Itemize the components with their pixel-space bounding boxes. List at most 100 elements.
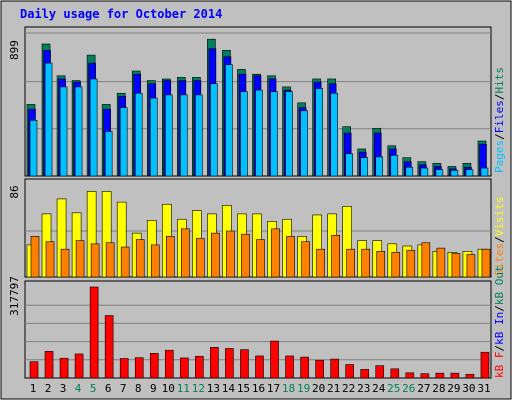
sites-bar-30 <box>466 254 476 278</box>
sites-bar-1 <box>30 236 40 278</box>
x-tick-label-3: 3 <box>60 382 67 395</box>
sites-bar-18 <box>286 236 295 278</box>
pages-bar-17 <box>270 91 278 177</box>
kbf-bar-5 <box>89 286 99 379</box>
pages-bar-12 <box>195 94 203 177</box>
legend-files: Files <box>493 100 506 133</box>
x-tick-label-31: 31 <box>477 382 490 395</box>
x-tick-label-5: 5 <box>90 382 97 395</box>
legend-sep-4: / <box>493 345 506 352</box>
kbf-bar-24 <box>375 365 385 379</box>
kbf-bar-25 <box>390 368 400 379</box>
pages-bar-26 <box>405 166 414 177</box>
sites-bar-4 <box>75 240 85 278</box>
kbf-bar-19 <box>300 356 309 379</box>
legend-pages-files-hits: Pages/Files/Hits <box>493 67 506 173</box>
kbf-bar-14 <box>225 348 234 379</box>
kbf-bar-22 <box>345 364 354 379</box>
sites-bar-7 <box>120 246 130 278</box>
pages-bar-19 <box>300 110 308 177</box>
kbf-bar-15 <box>240 349 249 379</box>
x-tick-label-1: 1 <box>30 382 37 395</box>
pages-bar-7 <box>119 107 128 177</box>
sites-bar-29 <box>451 253 461 278</box>
pages-bar-14 <box>225 64 233 177</box>
sites-bar-21 <box>331 234 340 278</box>
pages-bar-30 <box>465 169 474 177</box>
pages-bar-24 <box>375 156 384 177</box>
x-tick-label-6: 6 <box>105 382 112 395</box>
kbf-bar-2 <box>44 351 54 379</box>
sites-bar-27 <box>421 242 431 278</box>
legend-sep-2: / <box>493 94 506 101</box>
pages-bar-10 <box>164 94 173 177</box>
x-tick-label-20: 20 <box>312 382 325 395</box>
pages-bar-23 <box>360 157 369 177</box>
sites-bar-14 <box>226 230 235 278</box>
pages-bar-18 <box>285 91 293 177</box>
sites-bar-6 <box>105 242 115 278</box>
x-tick-label-13: 13 <box>207 382 220 395</box>
kbf-bar-7 <box>119 358 129 379</box>
kbf-bar-30 <box>465 373 475 379</box>
legend-sites-visits: Sites/Visits <box>493 197 506 277</box>
sites-bar-31 <box>481 248 491 278</box>
kbf-bar-26 <box>405 372 415 379</box>
legend-sep-1: / <box>493 133 506 140</box>
legend-sites: Sites <box>493 243 506 276</box>
x-tick-label-25: 25 <box>387 382 400 395</box>
x-tick-label-8: 8 <box>135 382 142 395</box>
kbf-bar-12 <box>195 355 204 379</box>
pages-bar-6 <box>104 131 113 177</box>
kbf-bar-27 <box>420 373 430 379</box>
pages-bar-9 <box>149 97 158 177</box>
pages-bar-20 <box>315 88 323 177</box>
pages-bar-29 <box>450 170 459 177</box>
sites-bar-15 <box>241 233 250 278</box>
x-tick-label-12: 12 <box>192 382 205 395</box>
pages-bar-11 <box>180 94 188 177</box>
x-tick-label-30: 30 <box>462 382 475 395</box>
x-tick-label-14: 14 <box>222 382 236 395</box>
sites-bar-25 <box>391 252 401 278</box>
kbf-bar-9 <box>149 353 159 379</box>
pages-bar-25 <box>390 155 399 177</box>
pages-bar-8 <box>134 92 143 177</box>
x-tick-label-24: 24 <box>372 382 386 395</box>
x-tick-label-21: 21 <box>327 382 340 395</box>
chart-title: Daily usage for October 2014 <box>20 7 222 21</box>
pages-bar-5 <box>89 78 98 177</box>
x-tick-label-26: 26 <box>402 382 415 395</box>
pages-bar-27 <box>420 167 429 177</box>
legend-kbin: kB In <box>493 312 506 345</box>
x-tick-label-2: 2 <box>45 382 52 395</box>
x-tick-label-10: 10 <box>162 382 175 395</box>
x-tick-label-29: 29 <box>447 382 460 395</box>
pages-bar-22 <box>345 153 353 177</box>
x-tick-label-16: 16 <box>252 382 265 395</box>
legend-kbf: kB F <box>493 352 506 379</box>
pages-bar-16 <box>255 89 263 177</box>
sites-bar-16 <box>256 239 265 278</box>
pages-bar-13 <box>210 83 218 177</box>
x-tick-label-23: 23 <box>357 382 370 395</box>
kbf-bar-10 <box>164 349 174 379</box>
pages-bar-1 <box>29 120 38 177</box>
pages-bar-3 <box>59 86 68 177</box>
sites-bar-9 <box>150 244 160 278</box>
visits-ymax-label: 86 <box>8 185 21 198</box>
pages-bar-4 <box>74 86 83 177</box>
x-tick-label-17: 17 <box>267 382 280 395</box>
kbf-bar-29 <box>450 372 460 379</box>
legend-kbf-kbin-kbout: kB F/kB In/kB Out <box>493 265 506 378</box>
x-tick-label-27: 27 <box>417 382 430 395</box>
sites-bar-28 <box>436 247 446 278</box>
pages-bar-31 <box>480 167 489 177</box>
kbf-bar-20 <box>315 359 324 379</box>
sites-bar-17 <box>271 228 280 278</box>
x-tick-label-11: 11 <box>177 382 190 395</box>
x-tick-label-18: 18 <box>282 382 295 395</box>
kbf-bar-23 <box>360 369 370 379</box>
